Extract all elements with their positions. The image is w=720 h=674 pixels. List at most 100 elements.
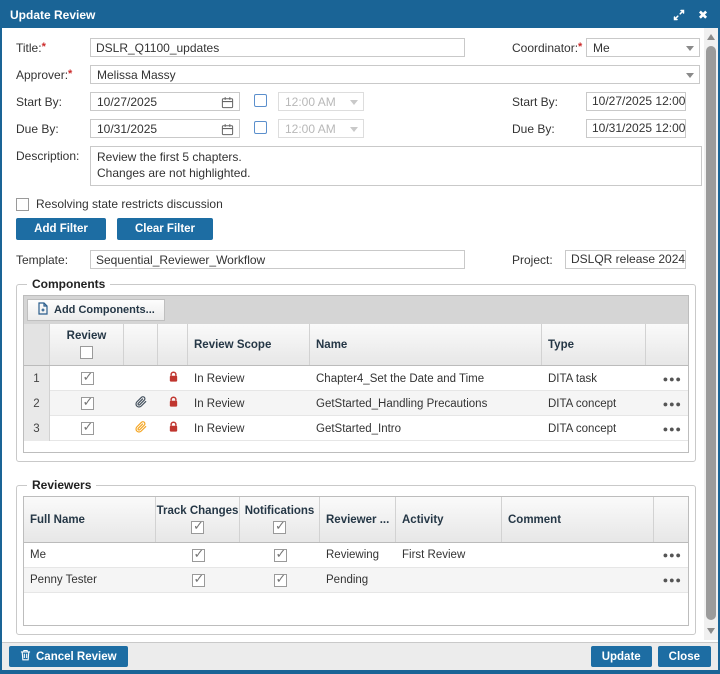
template-input[interactable] — [90, 250, 465, 269]
maximize-icon[interactable] — [672, 8, 686, 22]
header-reviewer-status: Reviewer ... — [320, 497, 396, 542]
track-changes-all-checkbox[interactable] — [191, 518, 204, 534]
row-actions-menu[interactable]: ●●● — [662, 398, 682, 409]
scroll-up-icon[interactable] — [707, 34, 715, 40]
due-by-full-label: Due By: — [512, 122, 555, 136]
header-review-scope: Review Scope — [188, 324, 310, 365]
template-label: Template: — [16, 253, 69, 267]
type-cell: DITA concept — [548, 422, 617, 435]
track-changes-cell — [156, 573, 240, 587]
start-by-full-label: Start By: — [512, 95, 559, 109]
project-field[interactable]: DSLQR release 2024 — [565, 250, 686, 269]
name-cell: GetStarted_Intro — [316, 422, 402, 435]
close-button[interactable]: Close — [657, 646, 711, 667]
reviewer-status-cell: Pending — [326, 574, 369, 586]
row-number: 2 — [24, 391, 50, 416]
review-cell — [50, 422, 124, 435]
chevron-down-icon — [350, 127, 358, 132]
header-attachment — [124, 324, 158, 365]
header-type: Type — [542, 324, 646, 365]
row-actions-menu[interactable]: ●●● — [662, 550, 682, 560]
lock-icon — [168, 371, 179, 386]
start-time-select: 12:00 AM — [278, 92, 364, 111]
coordinator-select[interactable]: Me — [586, 38, 700, 57]
lock-cell — [158, 371, 188, 386]
review-checkbox[interactable] — [80, 372, 94, 385]
header-row-number — [24, 324, 50, 365]
review-checkbox[interactable] — [80, 397, 94, 410]
row-actions-menu[interactable]: ●●● — [662, 423, 682, 434]
cancel-review-button[interactable]: Cancel Review — [9, 646, 128, 667]
full-name-cell: Penny Tester — [30, 574, 97, 586]
header-comment: Comment — [502, 497, 654, 542]
add-document-icon — [37, 302, 49, 318]
row-number: 3 — [24, 416, 50, 441]
header-activity: Activity — [396, 497, 502, 542]
dialog-titlebar: Update Review ✖ — [2, 2, 718, 28]
components-toolbar: Add Components... — [24, 296, 688, 324]
header-track-changes: Track Changes — [156, 497, 240, 542]
review-scope-cell: In Review — [194, 422, 245, 435]
due-time-select: 12:00 AM — [278, 119, 364, 138]
description-label: Description: — [16, 149, 80, 163]
title-input[interactable] — [90, 38, 465, 57]
select-all-checkbox[interactable] — [80, 346, 93, 359]
track-changes-checkbox[interactable] — [191, 573, 205, 587]
due-time-enable-checkbox[interactable] — [254, 121, 267, 134]
header-review: Review — [50, 324, 124, 365]
component-row[interactable]: 1 In Review Chapter4_Set the Date and Time… — [24, 366, 688, 391]
notifications-all-checkbox[interactable] — [273, 518, 286, 534]
component-row[interactable]: 2 In Review GetStarted_Handling Precaution… — [24, 391, 688, 416]
track-changes-checkbox[interactable] — [191, 548, 205, 562]
vertical-scrollbar[interactable] — [704, 28, 718, 640]
review-checkbox[interactable] — [80, 422, 94, 435]
start-time-enable-checkbox[interactable] — [254, 94, 267, 107]
header-name: Name — [310, 324, 542, 365]
description-textarea[interactable]: Review the first 5 chapters. Changes are… — [90, 146, 702, 186]
notifications-checkbox[interactable] — [273, 573, 287, 587]
resolving-state-checkbox[interactable] — [16, 197, 29, 211]
components-section: Components Add Components... — [16, 277, 696, 462]
coordinator-label: Coordinator:* — [512, 41, 583, 55]
chevron-down-icon — [350, 100, 358, 105]
due-by-date-input[interactable]: 10/31/2025 — [90, 119, 240, 138]
activity-cell: First Review — [402, 549, 466, 561]
add-filter-button[interactable]: Add Filter — [16, 218, 106, 240]
full-name-cell: Me — [30, 549, 46, 561]
type-cell: DITA task — [548, 372, 597, 385]
track-changes-cell — [156, 548, 240, 562]
scrollbar-thumb[interactable] — [706, 46, 716, 620]
header-actions — [646, 324, 688, 365]
dialog-footer: Cancel Review Update Close — [2, 642, 718, 670]
calendar-icon[interactable] — [221, 123, 234, 137]
review-cell — [50, 372, 124, 385]
update-button[interactable]: Update — [590, 646, 652, 667]
scroll-down-icon[interactable] — [707, 628, 715, 634]
resolving-state-label: Resolving state restricts discussion — [36, 197, 223, 211]
name-cell: Chapter4_Set the Date and Time — [316, 372, 485, 385]
start-by-date-input[interactable]: 10/27/2025 — [90, 92, 240, 111]
calendar-icon[interactable] — [221, 96, 234, 110]
start-by-full-field[interactable]: 10/27/2025 12:00:00 AM — [586, 92, 686, 111]
review-scope-cell: In Review — [194, 397, 245, 410]
reviewer-row[interactable]: Penny Tester Pending ●●● — [24, 568, 688, 593]
notifications-cell — [240, 548, 320, 562]
component-row[interactable]: 3 In Review GetStarted_Intro DITA concept ●●… — [24, 416, 688, 441]
row-actions-menu[interactable]: ●●● — [662, 575, 682, 585]
reviewer-row[interactable]: Me Reviewing First Review ●●● — [24, 543, 688, 568]
notifications-cell — [240, 573, 320, 587]
row-actions-menu[interactable]: ●●● — [662, 373, 682, 384]
add-components-button[interactable]: Add Components... — [27, 299, 165, 321]
header-actions — [654, 497, 688, 542]
notifications-checkbox[interactable] — [273, 548, 287, 562]
due-by-full-field[interactable]: 10/31/2025 12:00:00 AM — [586, 119, 686, 138]
chevron-down-icon — [686, 73, 694, 78]
components-legend: Components — [32, 277, 106, 291]
clear-filter-button[interactable]: Clear Filter — [117, 218, 213, 240]
close-icon[interactable]: ✖ — [697, 8, 709, 22]
lock-icon — [168, 396, 179, 411]
reviewers-table-body: MeReviewingFirst Review●●●Penny TesterPe… — [24, 543, 688, 593]
header-lock — [158, 324, 188, 365]
dialog-content: Title:* Coordinator:* Me Approver:* Meli… — [2, 28, 718, 640]
approver-select[interactable]: Melissa Massy — [90, 65, 700, 84]
